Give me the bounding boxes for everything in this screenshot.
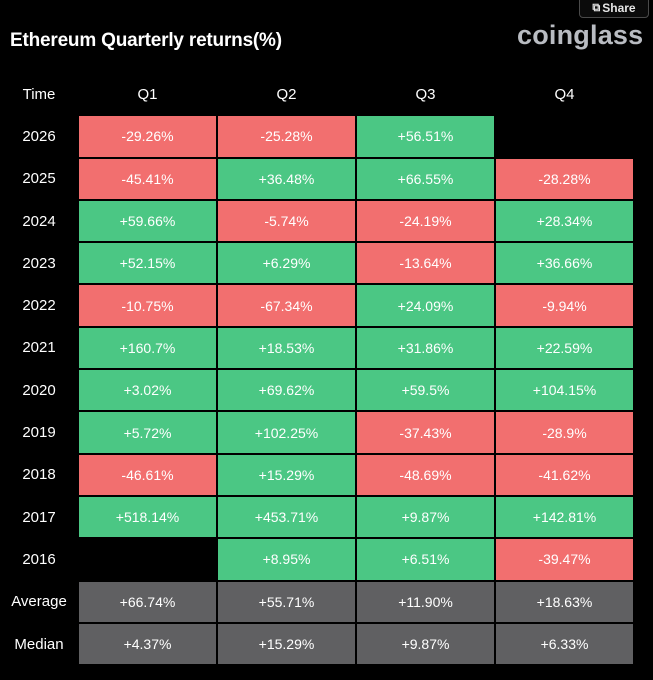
row-label-2017: 2017 [22, 508, 56, 526]
share-icon: ⧉ [592, 1, 601, 14]
summary-cell-average-q1: +66.74% [79, 581, 216, 622]
return-cell-2024-q4: +28.34% [496, 200, 633, 242]
row-label-2020: 2020 [22, 381, 56, 399]
return-cell-2023-q1: +52.15% [79, 243, 216, 284]
return-cell-2017-q3: +9.87% [357, 496, 494, 538]
return-cell-2025-q2: +36.48% [218, 158, 355, 199]
column-header-q1: Q1 [137, 85, 158, 103]
page-title: Ethereum Quarterly returns(%) [10, 30, 282, 51]
column-header-q3: Q3 [415, 85, 436, 103]
return-cell-2016-q3: +6.51% [357, 539, 494, 580]
summary-cell-average-q3: +11.90% [357, 581, 494, 622]
return-cell-2020-q4: +104.15% [496, 370, 633, 411]
row-label-2023: 2023 [22, 254, 56, 272]
return-cell-2025-q1: -45.41% [79, 158, 216, 199]
returns-table: Time Q1 Q2 Q3 Q4 2026 -29.26% -25.28% +56.51% 202… [0, 73, 634, 665]
row-label-2016: 2016 [22, 550, 56, 568]
share-button[interactable]: ⧉ Share [579, 0, 649, 18]
return-cell-2017-q1: +518.14% [79, 496, 216, 538]
return-cell-2018-q4: -41.62% [496, 454, 633, 495]
return-cell-2016-q1 [79, 539, 216, 579]
return-cell-2024-q3: -24.19% [357, 200, 494, 242]
row-label-2019: 2019 [22, 424, 56, 442]
return-cell-2021-q1: +160.7% [79, 327, 216, 369]
return-cell-2016-q2: +8.95% [218, 539, 355, 580]
return-cell-2026-q2: -25.28% [218, 116, 355, 157]
return-cell-2019-q2: +102.25% [218, 412, 355, 453]
return-cell-2021-q3: +31.86% [357, 327, 494, 369]
summary-cell-median-q4: +6.33% [496, 623, 633, 665]
column-header-q4: Q4 [554, 85, 575, 103]
return-cell-2022-q4: -9.94% [496, 285, 633, 326]
return-cell-2020-q3: +59.5% [357, 370, 494, 411]
summary-cell-median-q1: +4.37% [79, 623, 216, 665]
return-cell-2020-q2: +69.62% [218, 370, 355, 411]
row-label-2025: 2025 [22, 170, 56, 188]
share-label: Share [602, 1, 636, 15]
return-cell-2019-q4: -28.9% [496, 412, 633, 453]
row-label-2024: 2024 [22, 212, 56, 230]
summary-cell-median-q2: +15.29% [218, 623, 355, 665]
return-cell-2023-q3: -13.64% [357, 243, 494, 284]
row-label-2026: 2026 [22, 127, 56, 145]
row-label-average: Average [11, 593, 67, 611]
return-cell-2022-q2: -67.34% [218, 285, 355, 326]
row-label-2018: 2018 [22, 466, 56, 484]
summary-cell-median-q3: +9.87% [357, 623, 494, 665]
return-cell-2016-q4: -39.47% [496, 539, 633, 580]
return-cell-2022-q3: +24.09% [357, 285, 494, 326]
return-cell-2024-q1: +59.66% [79, 200, 216, 242]
return-cell-2026-q1: -29.26% [79, 116, 216, 157]
return-cell-2017-q4: +142.81% [496, 496, 633, 538]
return-cell-2022-q1: -10.75% [79, 285, 216, 326]
return-cell-2018-q1: -46.61% [79, 454, 216, 495]
summary-cell-average-q4: +18.63% [496, 581, 633, 622]
column-header-time: Time [22, 85, 56, 103]
return-cell-2018-q3: -48.69% [357, 454, 494, 495]
coinglass-logo: coinglass [517, 20, 644, 50]
column-header-q2: Q2 [276, 85, 297, 103]
return-cell-2023-q2: +6.29% [218, 243, 355, 284]
return-cell-2018-q2: +15.29% [218, 454, 355, 495]
return-cell-2024-q2: -5.74% [218, 200, 355, 242]
return-cell-2021-q2: +18.53% [218, 327, 355, 369]
return-cell-2020-q1: +3.02% [79, 370, 216, 411]
return-cell-2026-q4 [496, 116, 633, 156]
row-label-2022: 2022 [22, 297, 56, 315]
return-cell-2019-q1: +5.72% [79, 412, 216, 453]
row-label-median: Median [14, 635, 64, 653]
return-cell-2026-q3: +56.51% [357, 116, 494, 157]
return-cell-2025-q4: -28.28% [496, 158, 633, 199]
row-label-2021: 2021 [22, 339, 56, 357]
summary-cell-average-q2: +55.71% [218, 581, 355, 622]
return-cell-2023-q4: +36.66% [496, 243, 633, 284]
return-cell-2019-q3: -37.43% [357, 412, 494, 453]
return-cell-2021-q4: +22.59% [496, 327, 633, 369]
return-cell-2017-q2: +453.71% [218, 496, 355, 538]
return-cell-2025-q3: +66.55% [357, 158, 494, 199]
